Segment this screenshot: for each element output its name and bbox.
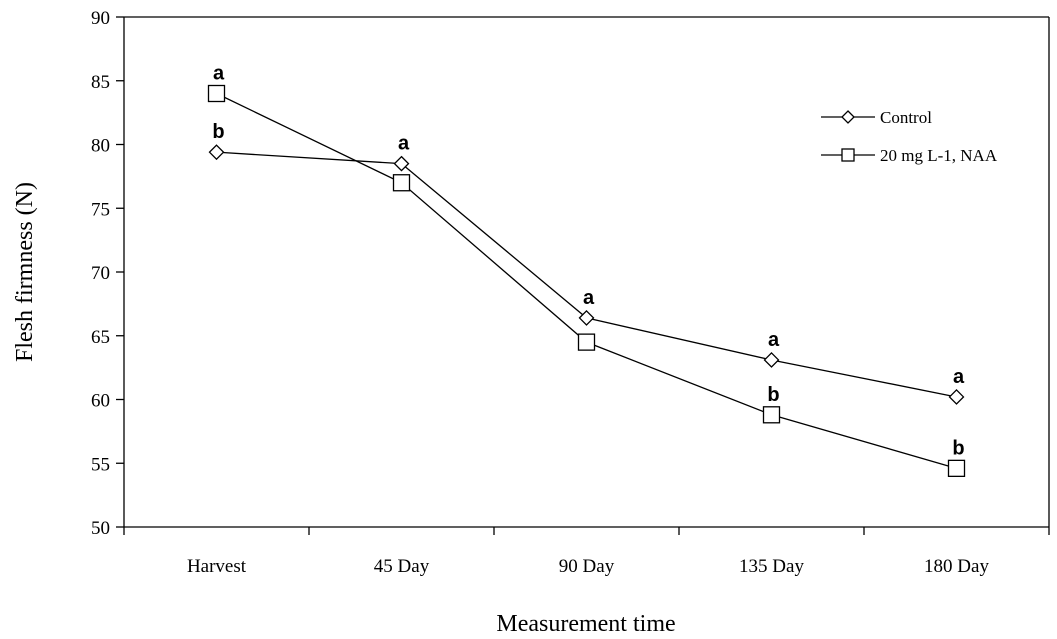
significance-label: a — [213, 63, 225, 85]
data-point-naa — [392, 174, 411, 192]
x-tick-label: Harvest — [187, 556, 247, 577]
data-point-naa — [577, 333, 596, 351]
legend: Control 20 mg L-1, NAA — [821, 108, 998, 165]
y-tick-label: 70 — [91, 263, 110, 284]
y-tick-label: 50 — [91, 518, 110, 539]
x-tick-label: 45 Day — [374, 556, 430, 577]
significance-label: a — [953, 366, 965, 388]
x-axis-title: Measurement time — [496, 611, 675, 637]
legend-marker-control — [841, 110, 855, 124]
legend-item-control: Control — [821, 108, 932, 127]
data-point-control — [763, 352, 780, 368]
x-ticks: Harvest 45 Day 90 Day 135 Day 180 Day — [123, 527, 1050, 577]
data-point-control — [948, 389, 965, 405]
y-tick-label: 55 — [91, 454, 110, 475]
data-point-control — [393, 155, 410, 172]
y-tick-label: 90 — [91, 8, 110, 29]
data-point-control — [208, 144, 225, 161]
data-point-naa — [947, 459, 966, 478]
significance-label: a — [768, 329, 780, 351]
y-tick-label: 80 — [91, 136, 110, 157]
series-line-control — [216, 151, 957, 398]
legend-label-control: Control — [880, 108, 932, 127]
significance-label: a — [398, 133, 410, 155]
significance-label: a — [583, 287, 595, 309]
legend-label-naa: 20 mg L-1, NAA — [880, 146, 998, 165]
y-tick-label: 60 — [91, 391, 110, 412]
data-point-control — [578, 309, 595, 326]
legend-marker-naa — [841, 148, 855, 162]
x-tick-label: 90 Day — [559, 556, 615, 577]
y-tick-label: 85 — [91, 72, 110, 93]
axes — [123, 16, 1050, 528]
series-layer — [207, 84, 966, 478]
y-tick-label: 65 — [91, 327, 110, 348]
significance-label: b — [952, 437, 964, 459]
y-ticks: 50 55 60 65 70 75 80 85 90 — [91, 8, 124, 539]
y-tick-label: 75 — [91, 199, 110, 220]
significance-label: b — [767, 384, 779, 406]
significance-labels: a b a a a b a b — [212, 63, 965, 460]
data-point-naa — [762, 406, 781, 424]
x-tick-label: 180 Day — [924, 556, 989, 577]
y-axis-title: Flesh firmness (N) — [12, 182, 38, 362]
significance-label: b — [212, 121, 224, 143]
x-tick-label: 135 Day — [739, 556, 804, 577]
legend-item-naa: 20 mg L-1, NAA — [821, 146, 998, 165]
data-point-naa — [207, 84, 226, 103]
